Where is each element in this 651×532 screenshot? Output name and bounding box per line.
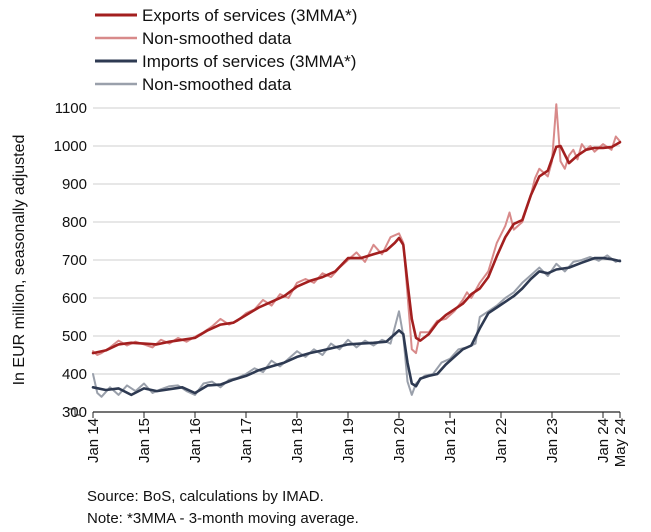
series-line-3 (92, 254, 621, 398)
plot-area (91, 103, 622, 398)
y-tick-label: 400 (62, 366, 87, 383)
x-tick-label: May 24 (612, 418, 629, 467)
x-tick-label: Jan 21 (442, 418, 459, 463)
y-tick-label: 900 (62, 176, 87, 193)
axis-break-mark (69, 408, 81, 416)
y-axis: 300 400 500 600 700 800 900 1000 1100 (54, 100, 87, 421)
x-tick-label: Jan 18 (289, 418, 306, 463)
y-tick-label: 600 (62, 290, 87, 307)
legend-label: Non-smoothed data (142, 29, 292, 48)
legend-label: Non-smoothed data (142, 75, 292, 94)
y-tick-label: 300 (62, 404, 87, 421)
y-tick-label: 500 (62, 328, 87, 345)
legend-label: Exports of services (3MMA*) (142, 6, 357, 25)
y-tick-label: 1000 (54, 138, 87, 155)
y-axis-title: In EUR million, seasonally adjusted (11, 135, 28, 386)
legend: Exports of services (3MMA*) Non-smoothed … (95, 6, 357, 94)
x-tick-label: Jan 19 (340, 418, 357, 463)
x-axis: Jan 14 Jan 15 Jan 16 Jan 17 Jan 18 Jan 19 Jan … (85, 411, 629, 467)
x-tick-label: Jan 24 (595, 418, 612, 463)
y-tick-label: 700 (62, 252, 87, 269)
y-tick-label: 1100 (55, 100, 87, 117)
footnote: Note: *3MMA - 3-month moving average. (87, 510, 359, 527)
source-note: Source: BoS, calculations by IMAD. (87, 488, 324, 505)
series-line-0 (91, 140, 622, 355)
grid (93, 107, 620, 413)
x-tick-label: Jan 15 (136, 418, 153, 463)
series-line-1 (92, 103, 621, 356)
x-tick-label: Jan 17 (238, 418, 255, 463)
x-tick-label: Jan 16 (187, 418, 204, 463)
x-tick-label: Jan 23 (544, 418, 561, 463)
x-tick-label: Jan 22 (493, 418, 510, 463)
x-tick-label: Jan 14 (85, 418, 102, 463)
legend-label: Imports of services (3MMA*) (142, 52, 356, 71)
series-line-2 (91, 256, 622, 397)
y-tick-label: 800 (62, 214, 87, 231)
x-tick-label: Jan 20 (391, 418, 408, 463)
